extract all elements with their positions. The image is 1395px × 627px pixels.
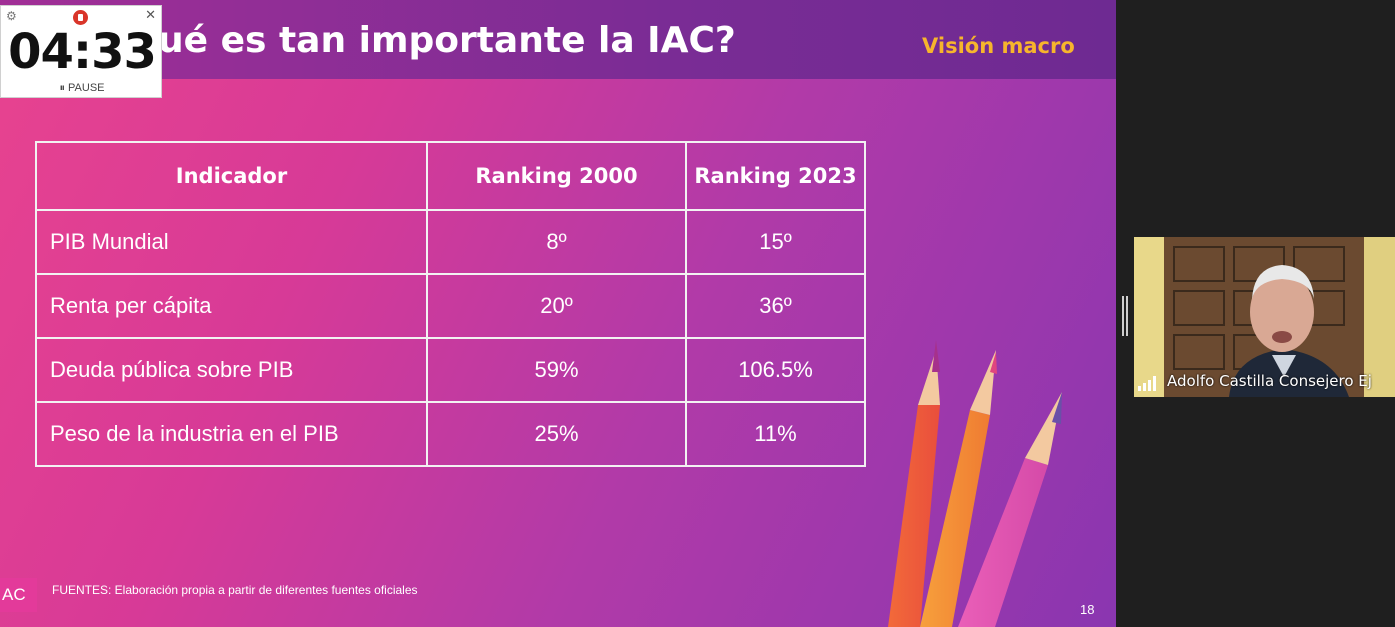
table-cell: Peso de la industria en el PIB [35,401,428,467]
table-cell: Renta per cápita [35,273,428,339]
signal-strength-icon [1138,376,1156,391]
participant-video-tile[interactable] [1134,237,1395,397]
slide-section-tag: Visión macro [922,34,1075,58]
table-row: PIB Mundial 8º 15º [35,209,866,275]
column-header-indicador: Indicador [35,141,428,211]
table-cell: 106.5% [685,337,866,403]
table-cell: 36º [685,273,866,339]
table-row: Deuda pública sobre PIB 59% 106.5% [35,337,866,403]
ranking-table: Indicador Ranking 2000 Ranking 2023 PIB … [35,141,866,467]
table-cell: 8º [426,209,687,275]
table-cell: 20º [426,273,687,339]
table-cell: 59% [426,337,687,403]
record-icon[interactable] [73,10,88,25]
timer-display: 04:33 [8,24,157,80]
slide-logo: AC [0,578,37,612]
pencils-illustration [888,340,1062,627]
slide-page-number: 18 [1080,602,1095,617]
table-cell: 15º [685,209,866,275]
table-cell: 11% [685,401,866,467]
participant-name-label: Adolfo Castilla Consejero Ej [1167,372,1372,390]
table-row: Renta per cápita 20º 36º [35,273,866,339]
table-cell: 25% [426,401,687,467]
source-note: FUENTES: Elaboración propia a partir de … [52,583,418,597]
close-icon[interactable]: ✕ [145,8,156,23]
table-cell: PIB Mundial [35,209,428,275]
slide-title: ué es tan importante la IAC? [158,20,736,61]
table-row: Peso de la industria en el PIB 25% 11% [35,401,866,467]
countdown-timer-widget: ⚙ ✕ 04:33 ⏸ PAUSE [0,5,162,98]
gear-icon[interactable]: ⚙ [6,9,17,23]
column-header-ranking-2000: Ranking 2000 [426,141,687,211]
table-cell: Deuda pública sobre PIB [35,337,428,403]
table-header-row: Indicador Ranking 2000 Ranking 2023 [35,141,866,211]
presentation-slide: ué es tan importante la IAC? Visión macr… [0,0,1116,627]
panel-resize-handle[interactable] [1122,296,1128,336]
participant-video-frame [1134,237,1395,397]
column-header-ranking-2023: Ranking 2023 [685,141,866,211]
pause-button[interactable]: ⏸ PAUSE [59,82,105,94]
slide-header [0,0,1116,79]
